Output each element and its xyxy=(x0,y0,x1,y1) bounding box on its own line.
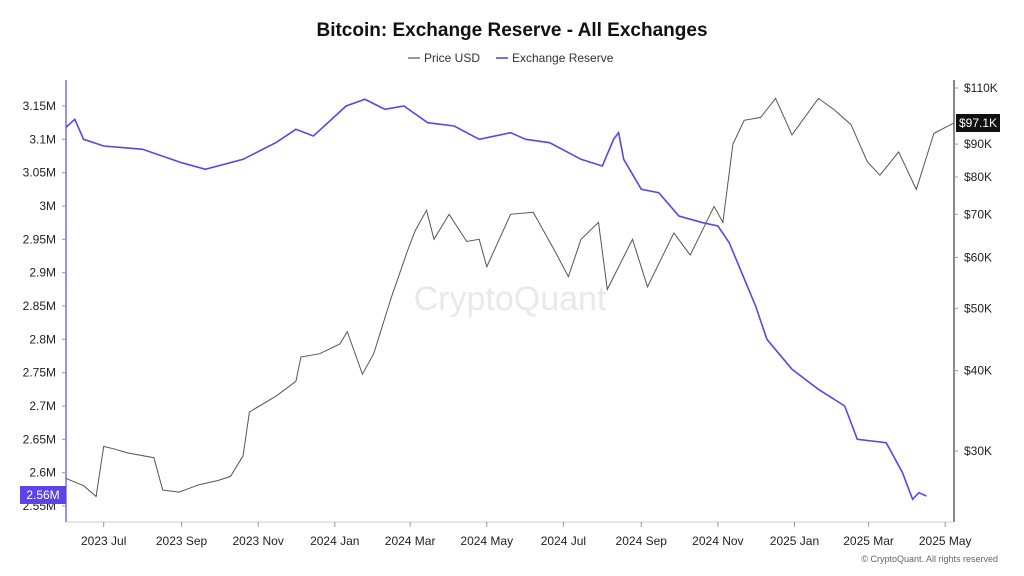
left-tick-label: 2.65M xyxy=(23,432,56,446)
x-tick-label: 2024 Jul xyxy=(541,534,586,548)
left-tick-label: 3M xyxy=(39,199,56,213)
left-tick-label: 3.1M xyxy=(29,132,56,146)
right-axis-ticks: $30K $40K $50K $60K $70K $80K $90K $110K xyxy=(954,81,998,458)
x-tick-label: 2024 Mar xyxy=(385,534,436,548)
watermark: CryptoQuant xyxy=(414,280,607,318)
left-tick-label: 2.75M xyxy=(23,366,56,380)
price-usd-line xyxy=(66,97,954,498)
left-axis-ticks: 2.55M2.6M2.65M2.7M2.75M2.8M2.85M2.9M2.95… xyxy=(23,99,66,513)
left-tick-label: 3.05M xyxy=(23,166,56,180)
x-tick-label: 2024 May xyxy=(460,534,513,548)
x-tick-label: 2024 Sep xyxy=(616,534,668,548)
x-tick-label: 2023 Sep xyxy=(156,534,208,548)
legend-price-label[interactable]: Price USD xyxy=(424,51,480,65)
right-tick-label: $60K xyxy=(964,250,992,264)
right-badge-label: $97.1K xyxy=(959,116,997,130)
right-tick-label: $90K xyxy=(964,137,992,151)
exchange-reserve-line xyxy=(66,98,927,501)
right-tick-label: $110K xyxy=(964,81,998,95)
plot-area xyxy=(66,97,954,501)
right-tick-label: $80K xyxy=(964,170,992,184)
right-badge-background xyxy=(956,114,1000,132)
x-axis-ticks: 2023 Jul 2023 Sep 2023 Nov 2024 Jan 2024 Mar… xyxy=(81,522,972,548)
x-tick-label: 2025 Mar xyxy=(843,534,894,548)
legend: Price USD Exchange Reserve xyxy=(408,51,614,65)
copyright-notice: © CryptoQuant. All rights reserved xyxy=(861,554,998,564)
right-tick-label: $50K xyxy=(964,301,992,315)
x-tick-label: 2025 Jan xyxy=(770,534,819,548)
left-tick-label: 2.9M xyxy=(29,266,56,280)
left-tick-label: 2.85M xyxy=(23,299,56,313)
right-tick-label: $40K xyxy=(964,364,992,378)
left-tick-label: 3.15M xyxy=(23,99,56,113)
x-tick-label: 2024 Nov xyxy=(692,534,743,548)
x-tick-label: 2023 Jul xyxy=(81,534,126,548)
left-current-badge: 2.56M xyxy=(20,486,66,504)
chart-title: Bitcoin: Exchange Reserve - All Exchange… xyxy=(316,20,707,41)
left-badge-label: 2.56M xyxy=(26,488,59,502)
left-tick-label: 2.95M xyxy=(23,232,56,246)
x-tick-label: 2023 Nov xyxy=(232,534,283,548)
left-tick-label: 2.7M xyxy=(29,399,56,413)
left-tick-label: 2.6M xyxy=(29,466,56,480)
legend-reserve-label[interactable]: Exchange Reserve xyxy=(512,51,614,65)
right-tick-label: $30K xyxy=(964,444,992,458)
left-badge-background xyxy=(20,486,66,504)
left-tick-label: 2.8M xyxy=(29,332,56,346)
right-current-badge: $97.1K xyxy=(956,114,1000,132)
right-tick-label: $70K xyxy=(964,207,992,221)
x-tick-label: 2025 May xyxy=(919,534,972,548)
x-tick-label: 2024 Jan xyxy=(310,534,359,548)
